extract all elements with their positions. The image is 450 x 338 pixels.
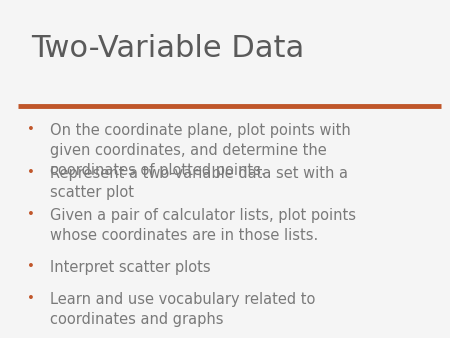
- Text: Given a pair of calculator lists, plot points
whose coordinates are in those lis: Given a pair of calculator lists, plot p…: [50, 208, 356, 243]
- Text: •: •: [27, 123, 35, 136]
- Text: •: •: [27, 166, 35, 178]
- Text: •: •: [27, 208, 35, 221]
- Text: •: •: [27, 260, 35, 273]
- Text: Two-Variable Data: Two-Variable Data: [32, 34, 305, 63]
- Text: On the coordinate plane, plot points with
given coordinates, and determine the
c: On the coordinate plane, plot points wit…: [50, 123, 350, 178]
- Text: Learn and use vocabulary related to
coordinates and graphs: Learn and use vocabulary related to coor…: [50, 292, 315, 327]
- Text: Interpret scatter plots: Interpret scatter plots: [50, 260, 210, 275]
- Text: •: •: [27, 292, 35, 305]
- Text: Represent a two-variable data set with a
scatter plot: Represent a two-variable data set with a…: [50, 166, 347, 200]
